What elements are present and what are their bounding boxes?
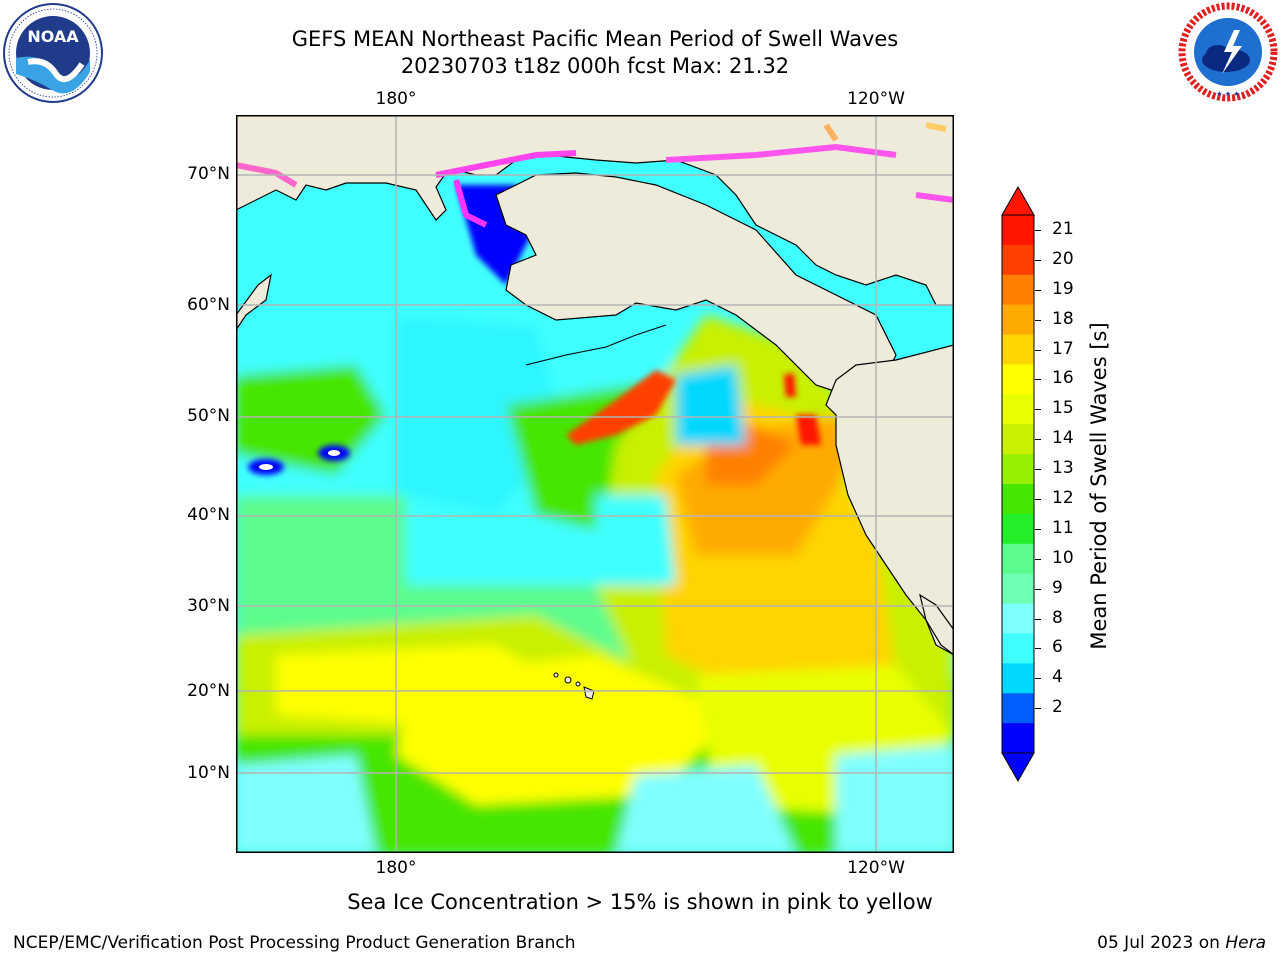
colorbar-tick-label: 12 (1052, 487, 1074, 508)
lon-label-top-120w: 120°W (847, 89, 905, 109)
colorbar-tick (1035, 528, 1041, 530)
colorbar-tick-label: 4 (1052, 667, 1063, 688)
colorbar-segment (1002, 663, 1034, 694)
colorbar-tick-label: 9 (1052, 577, 1063, 598)
colorbar-tick (1035, 319, 1041, 321)
colorbar-tick (1035, 588, 1041, 590)
colorbar-tick-label: 21 (1052, 218, 1074, 239)
colorbar-tick (1035, 469, 1041, 471)
footer-host: Hera (1225, 933, 1266, 953)
colorbar-segment (1002, 364, 1034, 395)
colorbar-tick (1035, 439, 1041, 441)
colorbar-tick-label: 19 (1052, 278, 1074, 299)
colorbar-segment (1002, 543, 1034, 575)
lat-label-70n: 70°N (187, 164, 230, 184)
lat-label-10n: 10°N (187, 763, 230, 783)
colorbar-tick-label: 15 (1052, 398, 1074, 419)
colorbar-tick-label: 2 (1052, 697, 1063, 718)
colorbar-segment (1002, 633, 1034, 664)
colorbar-tick (1035, 229, 1041, 231)
colorbar-segment (1002, 304, 1034, 336)
colorbar-segment (1002, 215, 1034, 246)
lat-label-60n: 60°N (187, 295, 230, 315)
nws-logo: ★ ★ ★ (1178, 2, 1278, 102)
colorbar-tick-label: 10 (1052, 547, 1074, 568)
colorbar-tick-label: 8 (1052, 607, 1063, 628)
noaa-logo: NOAA (3, 3, 103, 103)
noaa-logo-text: NOAA (27, 27, 79, 46)
lat-label-30n: 30°N (187, 596, 230, 616)
colorbar-tick (1035, 259, 1041, 261)
colorbar-tick-label: 13 (1052, 458, 1074, 479)
sea-ice-caption: Sea Ice Concentration > 15% is shown in … (347, 890, 933, 914)
chart-title: GEFS MEAN Northeast Pacific Mean Period … (291, 27, 899, 51)
colorbar-segment (1002, 394, 1034, 425)
hawaii-islands (553, 672, 595, 700)
lon-label-bottom-120w: 120°W (847, 858, 905, 878)
lat-label-40n: 40°N (187, 505, 230, 525)
svg-text:★ ★ ★: ★ ★ ★ (1216, 90, 1239, 98)
chart-subtitle: 20230703 t18z 000h fcst Max: 21.32 (400, 54, 790, 78)
colorbar-segment (1002, 274, 1034, 306)
sea-ice-fringe (236, 122, 954, 228)
map-frame (236, 115, 954, 853)
colorbar-segment (1002, 244, 1034, 276)
colorbar-segment (1002, 424, 1034, 455)
land-mask (236, 115, 954, 656)
colorbar-tick-label: 20 (1052, 248, 1074, 269)
colorbar-segment (1002, 693, 1034, 724)
lat-label-50n: 50°N (187, 406, 230, 426)
lon-label-top-180: 180° (375, 89, 417, 109)
colorbar-tick (1035, 379, 1041, 381)
colorbar-tick (1035, 289, 1041, 291)
colorbar-label: Mean Period of Swell Waves [s] (1087, 322, 1111, 650)
colorbar-segment (1002, 723, 1034, 754)
colorbar-tick-label: 17 (1052, 338, 1074, 359)
colorbar-tick (1035, 558, 1041, 560)
footer-branch: NCEP/EMC/Verification Post Processing Pr… (13, 933, 576, 953)
lat-label-20n: 20°N (187, 681, 230, 701)
colorbar-segment (1002, 454, 1034, 485)
colorbar-tick (1035, 708, 1041, 710)
colorbar-tick (1035, 409, 1041, 411)
colorbar (1001, 185, 1035, 783)
colorbar-tick (1035, 678, 1041, 680)
colorbar-tick (1035, 498, 1041, 500)
colorbar-tick (1035, 349, 1041, 351)
colorbar-segment (1002, 603, 1034, 634)
colorbar-segment (1002, 484, 1034, 515)
colorbar-segment (1002, 513, 1034, 545)
map-panel (236, 115, 954, 853)
colorbar-tick-label: 14 (1052, 428, 1074, 449)
map-grid (236, 115, 954, 853)
colorbar-tick (1035, 618, 1041, 620)
colorbar-segment (1002, 573, 1034, 605)
footer-date-text: 05 Jul 2023 on (1097, 933, 1226, 953)
footer-date: 05 Jul 2023 on Hera (1097, 933, 1266, 953)
colorbar-segment (1002, 334, 1034, 365)
swell-period-field (236, 305, 954, 853)
lon-label-bottom-180: 180° (375, 858, 417, 878)
colorbar-tick-label: 11 (1052, 517, 1074, 538)
colorbar-tick-label: 16 (1052, 368, 1074, 389)
colorbar-tick-label: 18 (1052, 308, 1074, 329)
colorbar-tick-label: 6 (1052, 637, 1063, 658)
colorbar-tick (1035, 648, 1041, 650)
